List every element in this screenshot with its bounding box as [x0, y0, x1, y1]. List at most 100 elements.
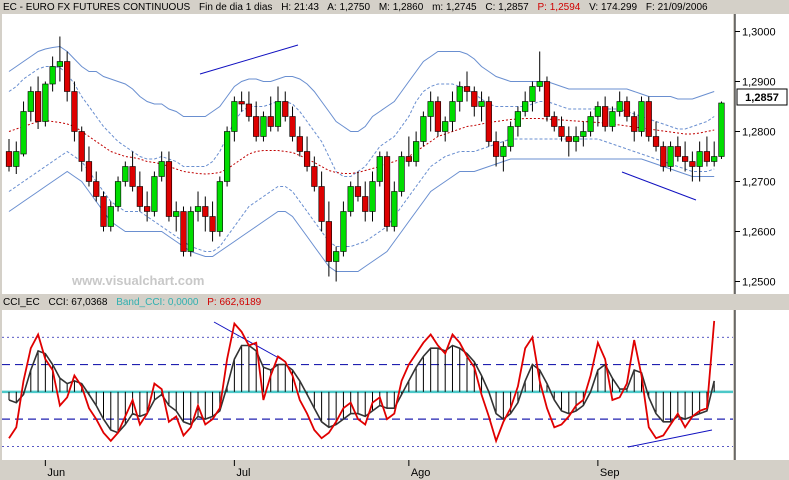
- candle[interactable]: [253, 101, 260, 142]
- candle[interactable]: [631, 111, 638, 142]
- candle[interactable]: [376, 151, 383, 187]
- candle[interactable]: [64, 51, 71, 102]
- candle[interactable]: [129, 151, 136, 192]
- candle[interactable]: [652, 121, 660, 152]
- candle[interactable]: [238, 91, 245, 112]
- candle[interactable]: [274, 86, 282, 132]
- candle[interactable]: [602, 96, 609, 132]
- candle[interactable]: [660, 141, 667, 172]
- candle[interactable]: [362, 181, 369, 222]
- candle[interactable]: [587, 111, 594, 137]
- candle[interactable]: [478, 91, 485, 122]
- candle[interactable]: [696, 141, 703, 182]
- candle[interactable]: [420, 111, 427, 147]
- bollinger-upper-line[interactable]: [8, 45, 715, 132]
- trendline-jul[interactable]: [199, 44, 299, 75]
- candle[interactable]: [151, 171, 158, 217]
- candle[interactable]: [311, 156, 318, 192]
- candle[interactable]: [209, 201, 216, 242]
- candle[interactable]: [216, 176, 223, 237]
- bollinger-inner-lower-line[interactable]: [8, 138, 715, 252]
- candle[interactable]: [471, 86, 478, 117]
- candle[interactable]: [194, 191, 202, 222]
- candle[interactable]: [325, 201, 332, 277]
- candle[interactable]: [136, 171, 143, 212]
- candle[interactable]: [369, 171, 376, 222]
- trendlines[interactable]: [199, 44, 713, 448]
- candle[interactable]: [689, 151, 696, 182]
- candle[interactable]: [413, 131, 420, 167]
- candle[interactable]: [34, 76, 42, 130]
- candle[interactable]: [580, 121, 587, 147]
- candle[interactable]: [507, 121, 514, 152]
- candle[interactable]: [667, 141, 674, 172]
- candle[interactable]: [383, 151, 391, 232]
- candle[interactable]: [623, 96, 631, 122]
- trendline-sep[interactable]: [621, 171, 697, 201]
- candle[interactable]: [558, 116, 565, 142]
- candle[interactable]: [13, 141, 20, 175]
- band-cci-line[interactable]: [8, 344, 715, 434]
- candle[interactable]: [27, 86, 34, 122]
- candle[interactable]: [442, 116, 449, 142]
- cci-series[interactable]: [8, 320, 716, 444]
- candle[interactable]: [114, 176, 122, 212]
- candle[interactable]: [173, 201, 180, 232]
- candle[interactable]: [231, 96, 238, 142]
- trendline-cci-sep[interactable]: [627, 429, 713, 448]
- candle[interactable]: [107, 201, 114, 232]
- candle[interactable]: [85, 146, 93, 187]
- candle[interactable]: [500, 141, 507, 172]
- candle[interactable]: [551, 111, 558, 132]
- candle[interactable]: [616, 91, 623, 117]
- candle[interactable]: [78, 126, 85, 172]
- candle[interactable]: [434, 96, 442, 137]
- candle[interactable]: [405, 136, 412, 167]
- indicator-panel[interactable]: [2, 310, 733, 460]
- candle[interactable]: [56, 36, 63, 82]
- candle[interactable]: [609, 106, 616, 132]
- candle[interactable]: [347, 181, 354, 217]
- candle[interactable]: [318, 171, 325, 232]
- candle[interactable]: [93, 171, 100, 202]
- candle[interactable]: [522, 91, 529, 117]
- candle[interactable]: [165, 151, 173, 222]
- candle[interactable]: [391, 181, 398, 232]
- candle[interactable]: [354, 171, 362, 202]
- candle[interactable]: [267, 96, 274, 132]
- candle[interactable]: [514, 106, 521, 137]
- candle[interactable]: [282, 91, 289, 122]
- candle[interactable]: [565, 126, 572, 157]
- candle[interactable]: [492, 131, 500, 167]
- candle[interactable]: [529, 81, 536, 112]
- candle[interactable]: [303, 136, 311, 172]
- candle[interactable]: [71, 81, 78, 142]
- candle[interactable]: [296, 126, 303, 157]
- candle[interactable]: [594, 101, 601, 127]
- candle[interactable]: [20, 101, 27, 157]
- cci-line[interactable]: [8, 320, 716, 444]
- candle[interactable]: [49, 56, 56, 92]
- candle[interactable]: [674, 136, 681, 162]
- candle[interactable]: [711, 141, 718, 167]
- candle[interactable]: [485, 96, 492, 147]
- candle[interactable]: [289, 106, 296, 142]
- candle[interactable]: [543, 76, 551, 122]
- candle[interactable]: [340, 201, 347, 257]
- candle[interactable]: [427, 91, 434, 132]
- price-panel[interactable]: [2, 14, 733, 294]
- candle[interactable]: [5, 139, 13, 172]
- candle[interactable]: [100, 191, 107, 232]
- candle[interactable]: [703, 136, 711, 167]
- candle[interactable]: [536, 51, 543, 92]
- candle[interactable]: [260, 111, 267, 142]
- candle[interactable]: [638, 96, 645, 137]
- candle[interactable]: [187, 206, 194, 257]
- candle[interactable]: [122, 161, 129, 187]
- candle[interactable]: [682, 141, 689, 172]
- candle[interactable]: [645, 96, 652, 142]
- candle[interactable]: [158, 151, 165, 182]
- candle[interactable]: [180, 206, 187, 257]
- candle[interactable]: [718, 101, 725, 160]
- trendline-cci-jul[interactable]: [213, 321, 287, 363]
